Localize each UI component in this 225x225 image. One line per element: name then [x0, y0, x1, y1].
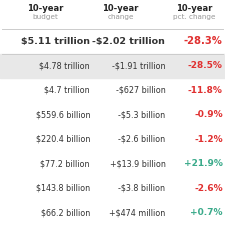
Text: $143.8 billion: $143.8 billion: [36, 184, 90, 193]
Text: -28.3%: -28.3%: [184, 36, 223, 47]
Text: 10-year: 10-year: [176, 4, 213, 13]
Text: -$3.8 billion: -$3.8 billion: [118, 184, 165, 193]
Text: -28.5%: -28.5%: [188, 61, 223, 70]
Text: -11.8%: -11.8%: [188, 86, 223, 95]
Text: 10-year: 10-year: [27, 4, 63, 13]
Text: -1.2%: -1.2%: [194, 135, 223, 144]
Bar: [0, 54, 225, 78]
Text: pct. change: pct. change: [173, 14, 216, 20]
Text: $559.6 billion: $559.6 billion: [36, 110, 90, 119]
Text: +$474 million: +$474 million: [109, 208, 165, 217]
Text: 10-year: 10-year: [102, 4, 139, 13]
Text: +$13.9 billion: +$13.9 billion: [110, 159, 165, 168]
Text: -$627 billion: -$627 billion: [116, 86, 165, 95]
Text: -0.9%: -0.9%: [194, 110, 223, 119]
Text: +21.9%: +21.9%: [184, 159, 223, 168]
Text: -$5.3 billion: -$5.3 billion: [118, 110, 165, 119]
Text: $4.7 trillion: $4.7 trillion: [44, 86, 90, 95]
Text: -2.6%: -2.6%: [194, 184, 223, 193]
Text: budget: budget: [32, 14, 58, 20]
Text: change: change: [107, 14, 134, 20]
Text: $220.4 billion: $220.4 billion: [36, 135, 90, 144]
Text: +0.7%: +0.7%: [190, 208, 223, 217]
Text: -$2.6 billion: -$2.6 billion: [118, 135, 165, 144]
Text: $77.2 billion: $77.2 billion: [40, 159, 90, 168]
Text: -$1.91 trillion: -$1.91 trillion: [112, 61, 165, 70]
Text: -$2.02 trillion: -$2.02 trillion: [92, 37, 165, 46]
Text: $66.2 billion: $66.2 billion: [41, 208, 90, 217]
Text: $4.78 trillion: $4.78 trillion: [39, 61, 90, 70]
Text: $5.11 trillion: $5.11 trillion: [21, 37, 90, 46]
